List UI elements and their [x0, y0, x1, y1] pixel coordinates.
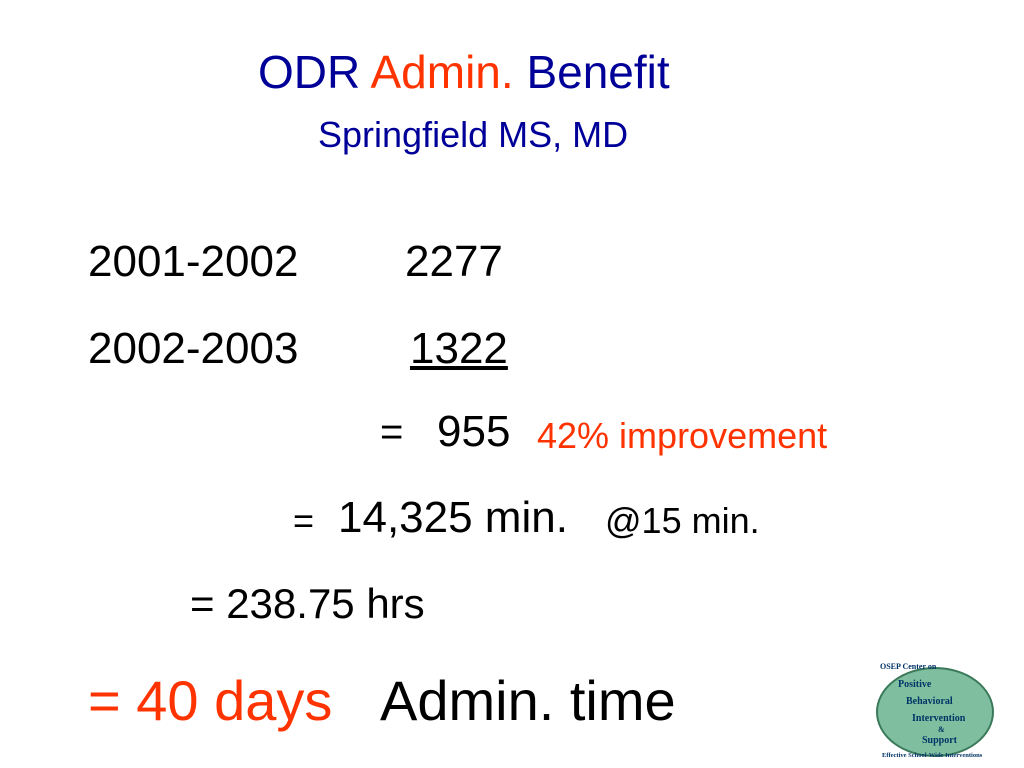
text: =: [293, 500, 315, 541]
text: 955: [437, 407, 511, 456]
logo-ellipse: [876, 667, 994, 757]
logo-word: Support: [922, 735, 958, 746]
text: Admin. time: [380, 669, 676, 732]
text: =: [380, 410, 404, 454]
logo-header: OSEP Center on: [880, 662, 937, 671]
text: 42% improvement: [537, 415, 828, 456]
title-part: Benefit: [526, 46, 670, 98]
logo-word: Positive: [898, 679, 932, 690]
text: 1322: [410, 324, 508, 373]
logo-word: Intervention: [912, 713, 966, 724]
title-part: ODR: [258, 46, 361, 98]
logo: OSEP Center on Positive Behavioral Inter…: [876, 662, 994, 759]
text: = 40 days: [88, 669, 333, 732]
subtitle: Springfield MS, MD: [318, 114, 629, 155]
logo-footer: Effective School-Wide Interventions: [882, 752, 983, 759]
text: 14,325 min.: [338, 493, 568, 542]
logo-word: &: [938, 725, 945, 734]
text: 2002-2003: [88, 324, 299, 373]
text: 2277: [405, 237, 503, 286]
text: @15 min.: [605, 500, 760, 541]
text: 2001-2002: [88, 237, 299, 286]
text: = 238.75 hrs: [190, 580, 425, 627]
logo-word: Behavioral: [906, 696, 953, 707]
title: ODR Admin. Benefit: [258, 49, 670, 95]
title-part: Admin.: [370, 46, 514, 98]
